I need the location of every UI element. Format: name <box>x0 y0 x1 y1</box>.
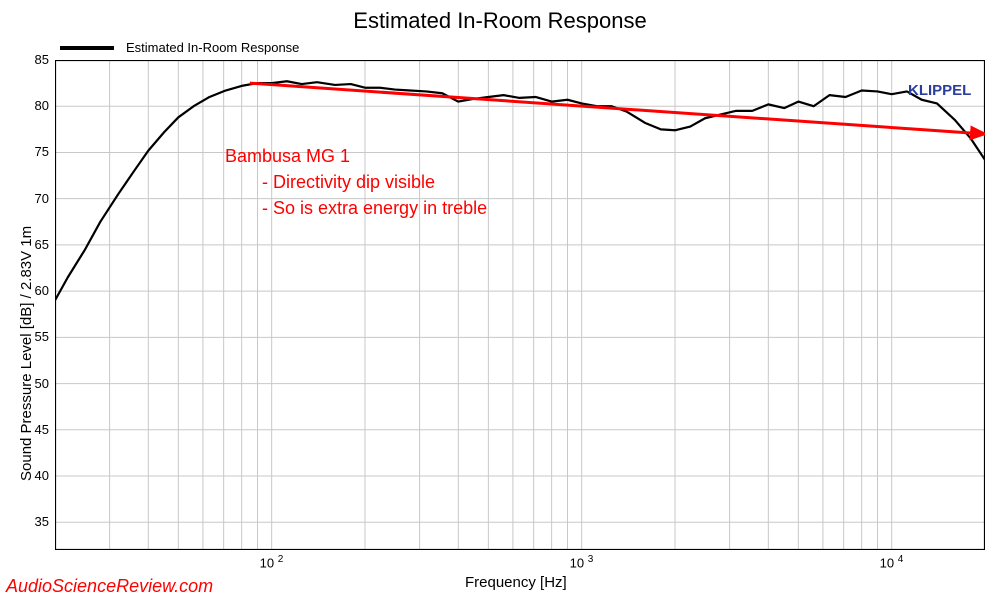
klippel-logo-text: KLIPPEL <box>908 82 971 99</box>
y-tick: 85 <box>35 52 49 67</box>
annotation-product: Bambusa MG 1 <box>225 146 350 167</box>
y-tick: 35 <box>35 514 49 529</box>
y-tick: 55 <box>35 329 49 344</box>
y-tick: 70 <box>35 191 49 206</box>
x-tick: 10 2 <box>260 554 284 570</box>
y-tick: 40 <box>35 468 49 483</box>
annotation-bullet-1: - Directivity dip visible <box>262 172 435 193</box>
plot-area <box>55 60 985 550</box>
watermark: AudioScienceReview.com <box>6 576 213 597</box>
x-axis-label: Frequency [Hz] <box>465 574 567 591</box>
legend-swatch <box>60 46 114 50</box>
chart-container: Estimated In-Room Response Estimated In-… <box>0 0 1000 600</box>
y-tick: 65 <box>35 237 49 252</box>
y-axis-label: Sound Pressure Level [dB] / 2.83V 1m <box>18 226 35 481</box>
y-tick: 50 <box>35 376 49 391</box>
y-tick: 45 <box>35 422 49 437</box>
y-tick: 75 <box>35 144 49 159</box>
legend: Estimated In-Room Response <box>60 40 299 55</box>
chart-title: Estimated In-Room Response <box>0 8 1000 34</box>
y-tick: 60 <box>35 283 49 298</box>
y-tick: 80 <box>35 98 49 113</box>
x-tick: 10 3 <box>570 554 594 570</box>
annotation-bullet-2: - So is extra energy in treble <box>262 198 487 219</box>
legend-label: Estimated In-Room Response <box>126 40 299 55</box>
x-tick: 10 4 <box>880 554 904 570</box>
